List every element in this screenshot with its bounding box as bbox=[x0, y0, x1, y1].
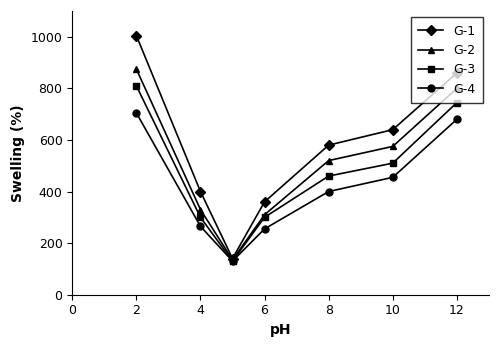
G-3 bbox=[390, 161, 396, 165]
Y-axis label: Swelling (%): Swelling (%) bbox=[11, 104, 25, 202]
G-2 bbox=[230, 258, 235, 262]
Line: G-1: G-1 bbox=[133, 32, 460, 262]
G-2 bbox=[134, 67, 140, 71]
Line: G-4: G-4 bbox=[133, 109, 460, 264]
G-3 bbox=[262, 215, 268, 219]
G-4 bbox=[454, 117, 460, 121]
G-4 bbox=[134, 111, 140, 115]
G-3 bbox=[454, 101, 460, 105]
G-2 bbox=[262, 213, 268, 217]
G-3 bbox=[230, 259, 235, 263]
G-2 bbox=[390, 144, 396, 149]
G-1 bbox=[326, 143, 332, 147]
G-1 bbox=[134, 33, 140, 38]
Line: G-2: G-2 bbox=[133, 66, 460, 263]
G-3 bbox=[326, 174, 332, 178]
G-2 bbox=[326, 158, 332, 163]
G-4 bbox=[262, 227, 268, 231]
Line: G-3: G-3 bbox=[133, 82, 460, 264]
G-1 bbox=[198, 189, 203, 193]
G-1 bbox=[262, 200, 268, 204]
G-3 bbox=[134, 84, 140, 88]
G-1 bbox=[390, 128, 396, 132]
G-2 bbox=[198, 207, 203, 212]
Legend: G-1, G-2, G-3, G-4: G-1, G-2, G-3, G-4 bbox=[410, 17, 482, 103]
G-4 bbox=[390, 175, 396, 180]
X-axis label: pH: pH bbox=[270, 323, 291, 337]
G-2 bbox=[454, 86, 460, 90]
G-4 bbox=[230, 259, 235, 263]
G-4 bbox=[326, 189, 332, 193]
G-3 bbox=[198, 215, 203, 219]
G-4 bbox=[198, 224, 203, 228]
G-1 bbox=[454, 71, 460, 75]
G-1 bbox=[230, 256, 235, 261]
